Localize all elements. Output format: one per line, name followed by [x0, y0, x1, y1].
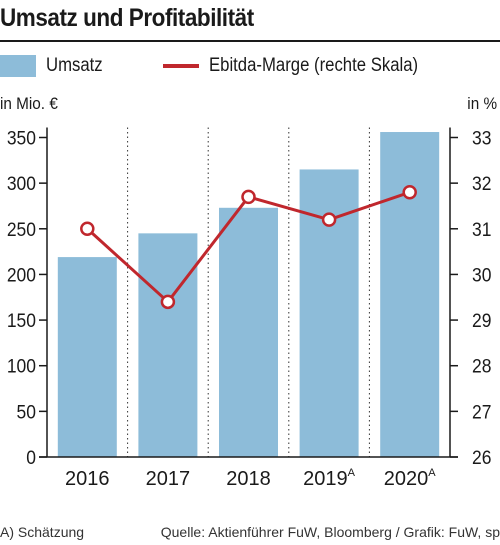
- marker-ebitda-marge-2016: [80, 221, 95, 237]
- left-tick-label: 100: [7, 355, 36, 377]
- x-tick-label-2016: 2016: [65, 468, 110, 490]
- right-tick-label: 26: [472, 446, 491, 468]
- left-tick-label: 150: [7, 309, 36, 331]
- left-tick-label: 200: [7, 264, 36, 286]
- legend-item-ebitda-marge: Ebitda-Marge (rechte Skala): [163, 52, 447, 80]
- marker-ebitda-marge-2017: [160, 294, 176, 310]
- legend-label-ebitda-marge: Ebitda-Marge (rechte Skala): [209, 55, 419, 76]
- left-tick-label: 0: [26, 446, 36, 468]
- right-tick-label: 27: [472, 401, 491, 423]
- x-tick-label-2020: 2020A: [384, 467, 437, 490]
- title-rule: [0, 40, 500, 42]
- left-axis-unit: in Mio. €: [0, 94, 58, 113]
- right-tick-label: 33: [472, 127, 491, 149]
- bar-umsatz-2018: [219, 207, 278, 457]
- bar-umsatz-2017: [138, 233, 198, 457]
- legend-label-umsatz: Umsatz: [46, 55, 103, 76]
- right-tick-label: 29: [472, 309, 491, 331]
- marker-ebitda-marge-2020: [402, 185, 417, 200]
- legend-item-umsatz: Umsatz: [0, 52, 110, 80]
- x-tick-label-2019: 2019A: [303, 467, 356, 490]
- right-tick-label: 30: [472, 264, 491, 286]
- legend-bar-swatch: [0, 55, 36, 77]
- bar-umsatz-2020: [380, 132, 440, 457]
- right-axis-unit: in %: [467, 94, 497, 113]
- marker-ebitda-marge-2019: [321, 212, 337, 227]
- left-tick-label: 350: [7, 127, 36, 149]
- bar-umsatz-2016: [57, 257, 117, 457]
- right-tick-label: 28: [472, 355, 491, 377]
- marker-ebitda-marge-2018: [241, 189, 256, 205]
- left-tick-label: 300: [7, 172, 36, 194]
- left-tick-label: 250: [7, 218, 36, 240]
- x-tick-label-2018: 2018: [226, 468, 271, 490]
- right-tick-label: 32: [472, 172, 491, 194]
- legend-line-swatch: [163, 64, 199, 68]
- right-tick-label: 31: [472, 218, 491, 240]
- source-credit: Quelle: Aktienführer FuW, Bloomberg / Gr…: [160, 524, 500, 540]
- footnote: A) Schätzung: [0, 524, 85, 540]
- x-tick-label-2017: 2017: [146, 468, 191, 490]
- chart-title: Umsatz und Profitabilität: [0, 4, 254, 32]
- left-tick-label: 50: [17, 401, 36, 423]
